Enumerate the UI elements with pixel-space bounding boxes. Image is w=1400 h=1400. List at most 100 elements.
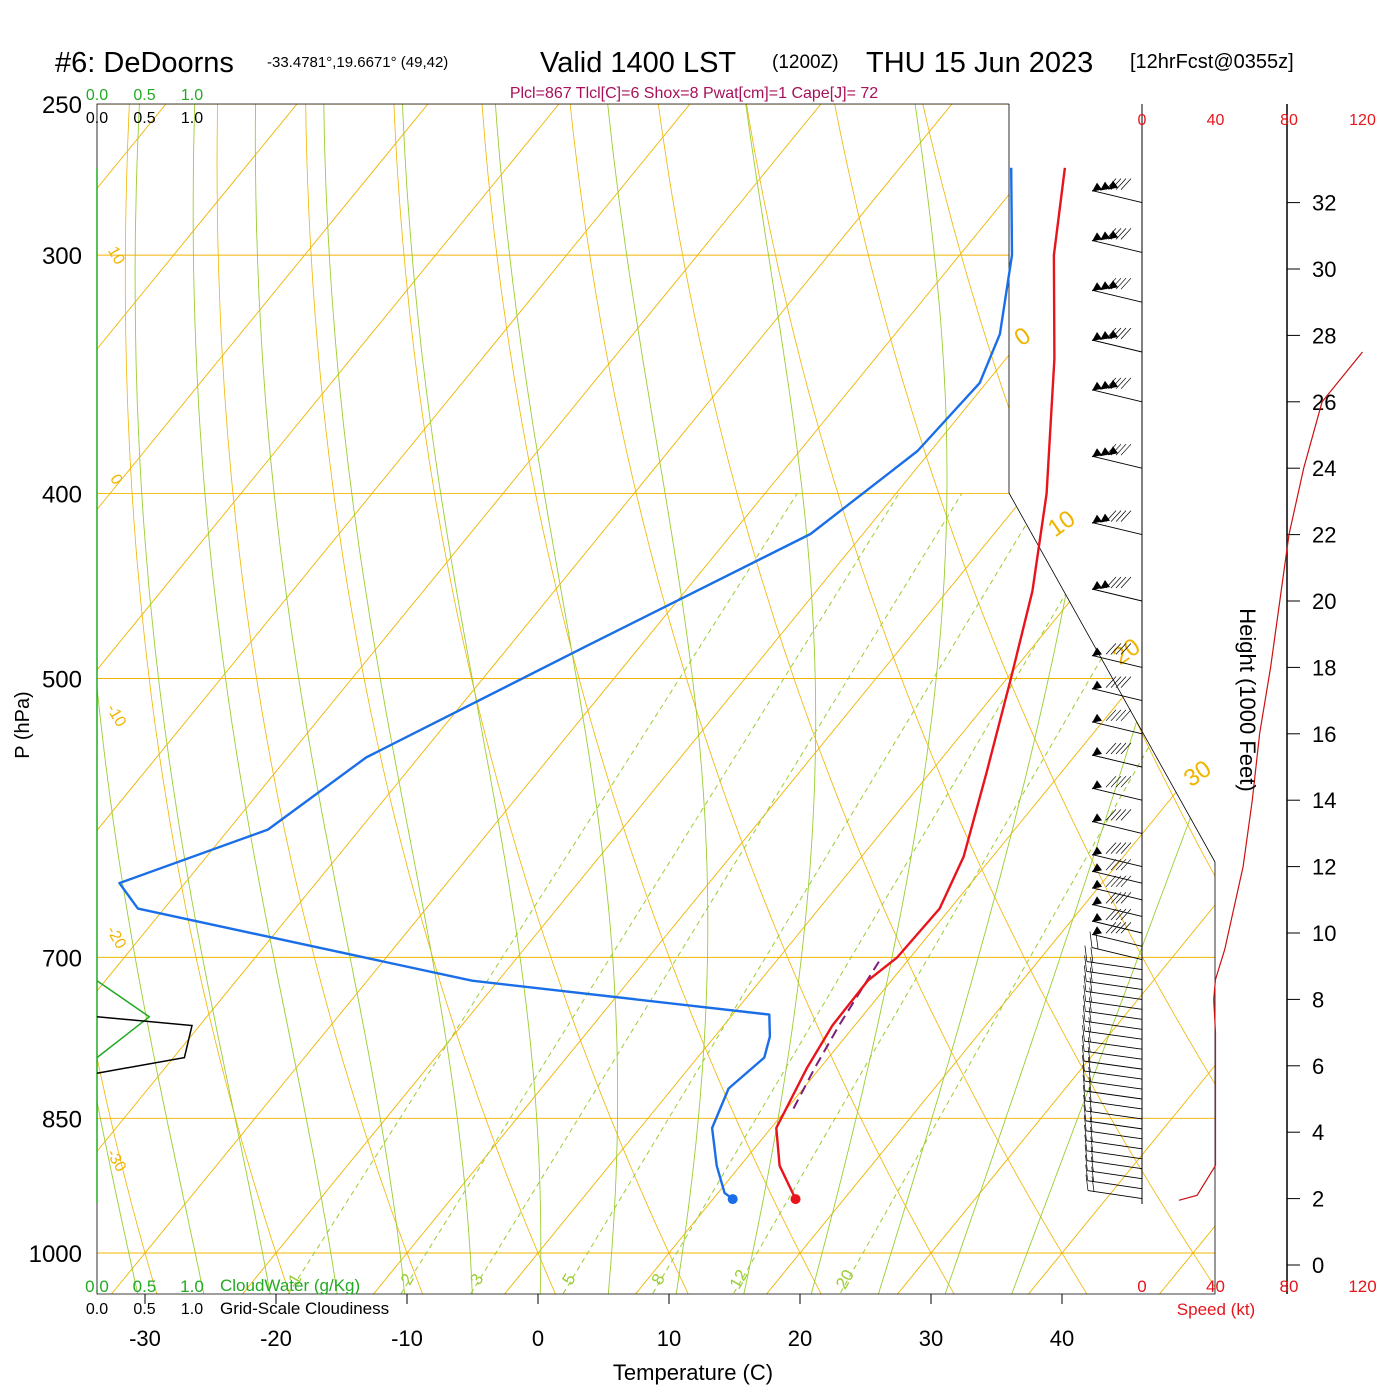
barb-feather [1110,327,1122,340]
speed-tick-bottom: 120 [1348,1277,1376,1296]
barb-feather [1082,1055,1085,1072]
skew-frame [96,103,1216,1295]
isotherm-label: 10 [1043,505,1080,542]
temperature-line [775,167,1067,1200]
wind-barb [1083,965,1143,990]
barb-feather [1088,1076,1092,1093]
forecast-info: [12hrFcst@0355z] [1130,51,1294,73]
moist-adiabat-line [323,104,474,1294]
moist-adiabat-line [254,104,409,1294]
barb-flag [1092,879,1102,889]
isotherm-line [97,104,822,1294]
barb-feather [1091,1176,1095,1192]
barb-feather [1082,1064,1086,1082]
wind-barb [1091,277,1143,303]
height-tick-label: 22 [1312,523,1336,548]
moist-adiabat-line [997,104,1215,1294]
wind-barb [1091,842,1143,868]
barb-feather [1110,809,1122,821]
barb-staff [1091,933,1143,947]
mixing-ratio-label: 20 [832,1266,858,1292]
dry-adiabat-label: -10 [103,701,129,730]
barb-staff [1084,1060,1143,1070]
wind-barb [1089,931,1143,960]
dry-adiabat-line [216,104,423,1294]
barb-flag [1092,926,1102,936]
wind-barb [1084,1124,1143,1150]
barb-staff [1087,1190,1143,1200]
x-tick-label: 40 [1050,1326,1074,1351]
barb-feather [1120,842,1132,854]
wind-barb [1091,228,1143,253]
dry-adiabat-line [1275,104,1400,1294]
dry-adiabat-label: 0 [106,472,125,488]
dry-adiabat-label: 10 [104,244,128,268]
wind-barb [1091,742,1143,768]
wind-barb [1085,1164,1143,1190]
barb-flag [1092,846,1102,856]
height-tick-label: 12 [1312,855,1336,880]
wind-barb [1085,1154,1143,1180]
barb-feather [1115,875,1127,888]
barb-feather [1105,709,1117,722]
barb-feather [1120,676,1132,688]
barb-feather [1089,997,1092,1013]
station-coords: -33.4781°,19.6671° (49,42) [267,54,448,71]
barb-flag [1108,230,1118,240]
wind-barb [1082,1084,1143,1110]
sounding-profiles [118,167,1067,1205]
mixing-ratio-line [446,493,963,1294]
barb-flag [1092,863,1102,873]
barb-feather [1120,742,1132,755]
dewpoint-line [118,167,1014,1201]
isotherm-line [635,104,1215,1294]
dry-adiabat-line [922,104,1215,1294]
barb-feather [1115,277,1127,290]
barb-staff [1091,920,1143,934]
cloud-water-tick-top: 0.5 [133,87,155,104]
mixing-ratio-label: 5 [558,1270,579,1288]
isotherm-line [1291,104,1400,1294]
moist-adiabat-line [97,104,212,1294]
barb-staff [1087,1180,1143,1190]
barb-feather [1115,775,1127,788]
barb-staff [1091,854,1143,868]
barb-feather [1105,178,1117,190]
barb-feather [1089,1096,1092,1112]
barb-feather [1083,1114,1087,1131]
barb-feather [1120,858,1132,871]
barb-staff [1086,980,1143,990]
height-tick-label: 0 [1312,1253,1324,1278]
moist-adiabat-line [735,104,817,1294]
wind-barb [1091,178,1143,204]
barb-flag [1092,332,1102,341]
barb-feather [1105,576,1117,589]
dry-adiabat-line [305,104,556,1294]
barb-staff [1085,1020,1143,1030]
barb-staff [1084,1090,1143,1100]
barb-flag [1092,182,1102,192]
isotherm-line [97,104,429,1294]
barb-staff [1091,654,1143,668]
barb-feather [1120,643,1132,655]
height-axis-label: Height (1000 Feet) [1235,608,1260,791]
x-tick-label: 20 [788,1326,812,1351]
barb-feather [1089,1116,1093,1132]
isotherm-line [1159,104,1215,1294]
moist-adiabat-line [97,104,147,1294]
barb-feather [1082,1005,1086,1022]
barb-feather [1115,576,1127,589]
height-tick-label: 4 [1312,1120,1324,1145]
barb-flag [1092,813,1102,823]
barb-feather [1120,443,1132,456]
wind-barb [1082,1005,1143,1030]
barb-feather [1105,842,1117,854]
barb-feather [1105,510,1117,522]
barb-feather [1115,809,1127,821]
barb-staff [1084,1070,1143,1080]
surface-temperature-marker [790,1194,801,1205]
dry-adiabat-line [1010,104,1215,1294]
